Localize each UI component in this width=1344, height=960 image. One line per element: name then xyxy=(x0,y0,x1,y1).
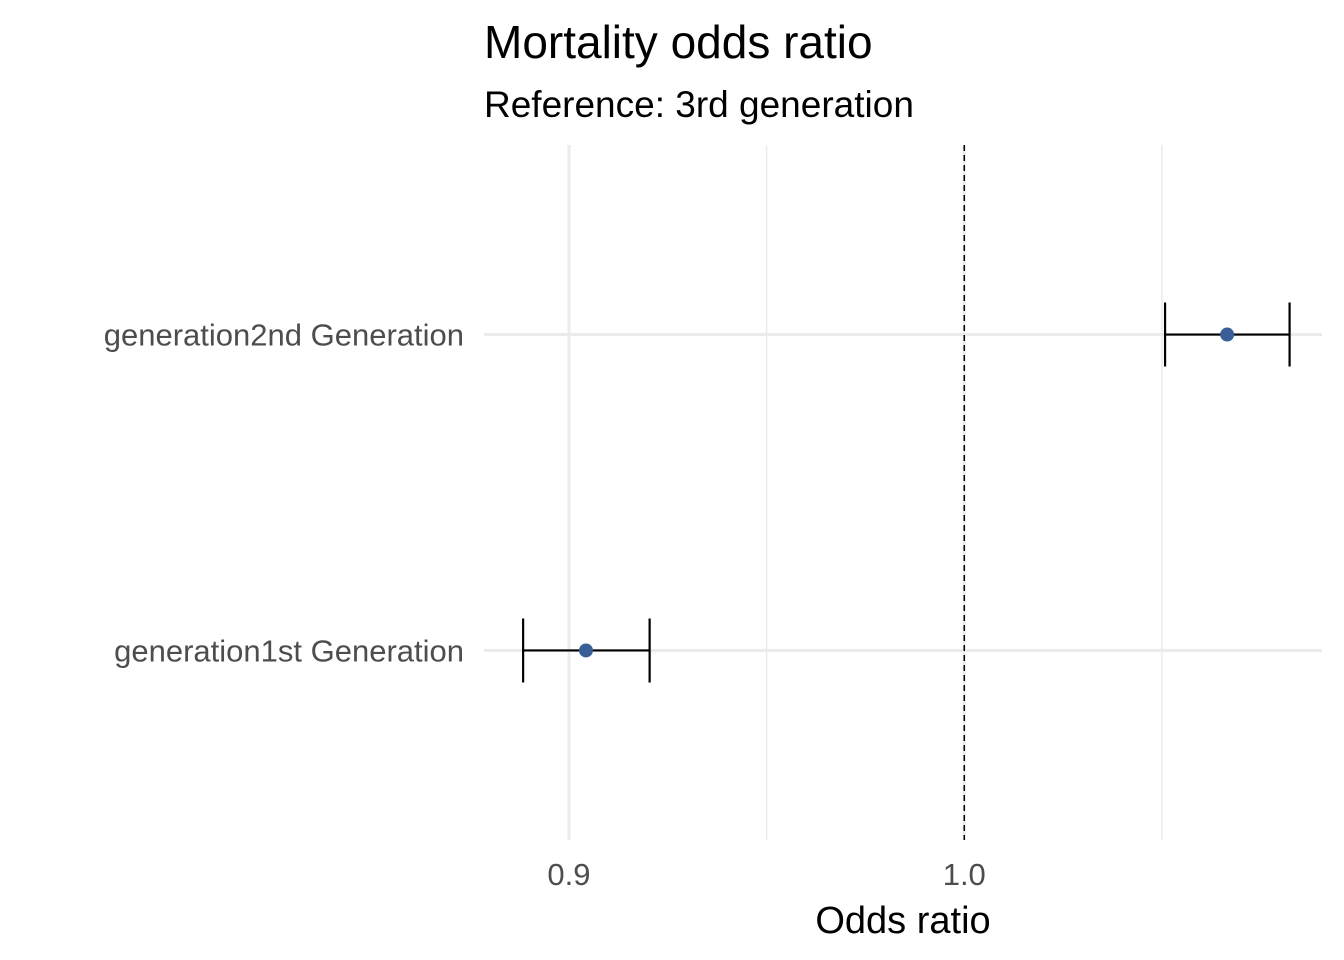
estimate-point xyxy=(578,643,593,658)
x-axis-labels: 0.9 1.0 xyxy=(547,857,985,892)
chart-title: Mortality odds ratio xyxy=(484,16,873,68)
x-tick-label: 1.0 xyxy=(943,857,986,892)
chart-subtitle: Reference: 3rd generation xyxy=(484,84,914,125)
y-axis-labels: generation1st Generation generation2nd Ge… xyxy=(104,318,464,669)
y-tick-label: generation1st Generation xyxy=(114,633,464,668)
y-tick-label: generation2nd Generation xyxy=(104,318,464,353)
data-marks xyxy=(522,302,1291,683)
x-axis-title: Odds ratio xyxy=(815,900,990,942)
estimate-point xyxy=(1220,327,1235,342)
grid xyxy=(484,145,1322,840)
x-tick-label: 0.9 xyxy=(547,857,590,892)
